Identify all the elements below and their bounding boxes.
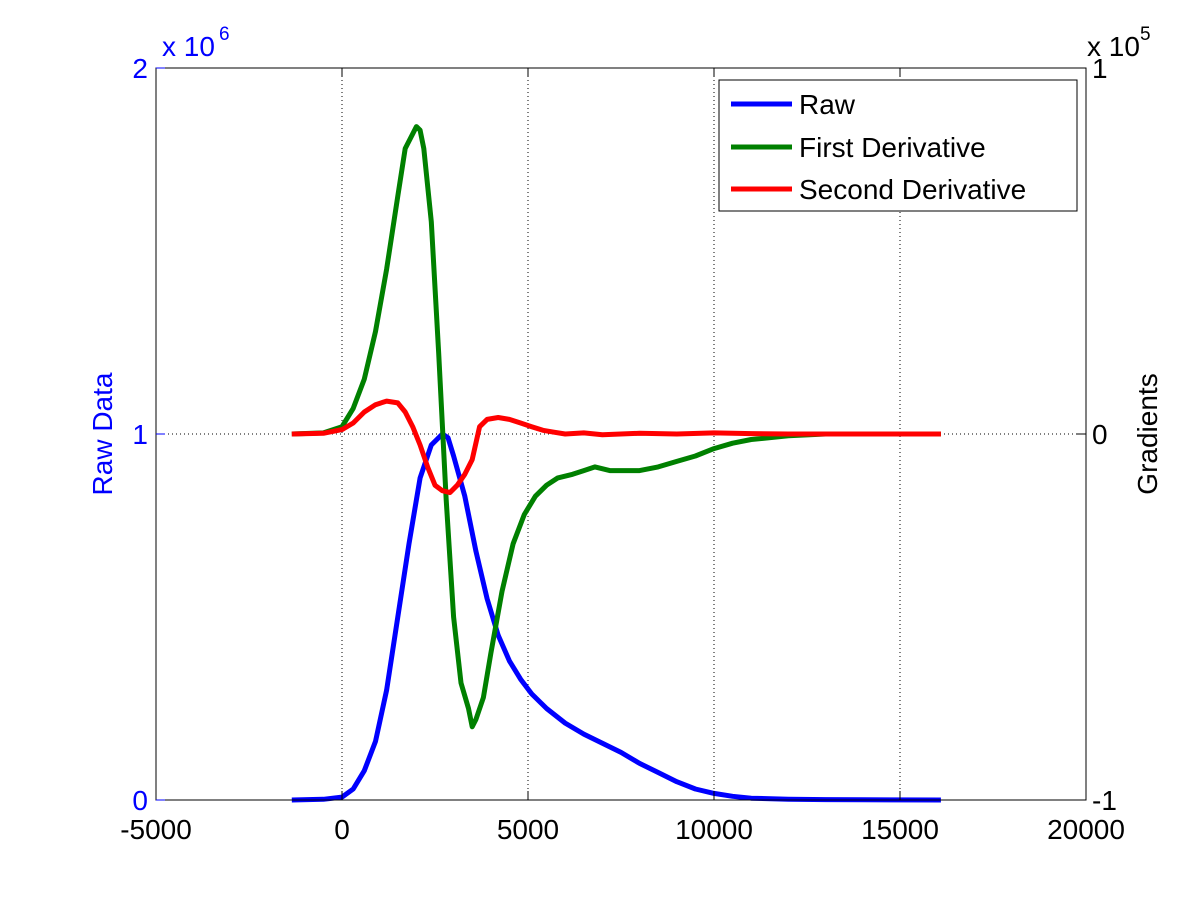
y-left-multiplier-base: x 10 [162,31,215,62]
y-left-axis-label: Raw Data [87,372,118,495]
y-right-tick-label: 0 [1092,419,1108,450]
y-left-tick-label: 0 [132,785,148,816]
y-left-tick-label: 2 [132,53,148,84]
x-tick-label: 10000 [675,814,753,845]
y-right-tick-label: -1 [1092,785,1117,816]
series-second-derivative-line [291,398,941,496]
legend-label-first-derivative: First Derivative [799,132,986,163]
legend-label-second-derivative: Second Derivative [799,174,1026,205]
x-tick-label: 5000 [497,814,559,845]
y-right-multiplier-base: x 10 [1087,31,1140,62]
y-right-tick-label: 1 [1092,53,1108,84]
y-right-multiplier-exp: 5 [1140,24,1151,45]
y-right-axis-label: Gradients [1132,373,1163,494]
legend-label-raw: Raw [799,89,856,120]
x-tick-label: -5000 [120,814,192,845]
ticks [155,67,1087,801]
x-tick-label: 0 [334,814,350,845]
x-tick-label: 15000 [861,814,939,845]
series-first-derivative-line [291,124,941,730]
y-left-multiplier-exp: 6 [219,24,230,45]
legend: Raw First Derivative Second Derivative [718,79,1078,212]
y-left-tick-label: 1 [132,419,148,450]
x-tick-label: 20000 [1047,814,1125,845]
